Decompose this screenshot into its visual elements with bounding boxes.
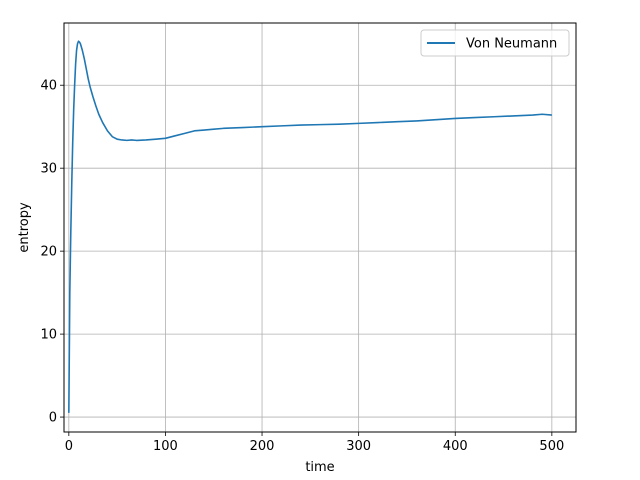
axis-ticks: 0 100 200 300 400 500 0 10 20 30 40 — [40, 79, 564, 454]
x-axis-label: time — [305, 460, 334, 475]
series-line-von-neumann — [68, 40, 552, 413]
x-tick-label: 0 — [65, 439, 73, 454]
legend-label: Von Neumann — [466, 37, 557, 52]
y-tick-label: 40 — [40, 79, 57, 94]
y-tick-label: 0 — [49, 411, 57, 426]
series-layer — [68, 40, 552, 413]
legend: Von Neumann — [420, 29, 570, 57]
y-tick-label: 20 — [40, 245, 57, 260]
grid-lines — [64, 23, 576, 432]
x-tick-label: 300 — [346, 439, 371, 454]
x-tick-label: 200 — [250, 439, 275, 454]
x-tick-label: 100 — [153, 439, 178, 454]
y-tick-label: 30 — [40, 162, 57, 177]
y-axis-label: entropy — [17, 202, 32, 253]
legend-box — [420, 29, 570, 57]
x-tick-label: 500 — [539, 439, 564, 454]
x-tick-label: 400 — [443, 439, 468, 454]
y-tick-label: 10 — [40, 328, 57, 343]
plot-frame — [63, 22, 577, 433]
